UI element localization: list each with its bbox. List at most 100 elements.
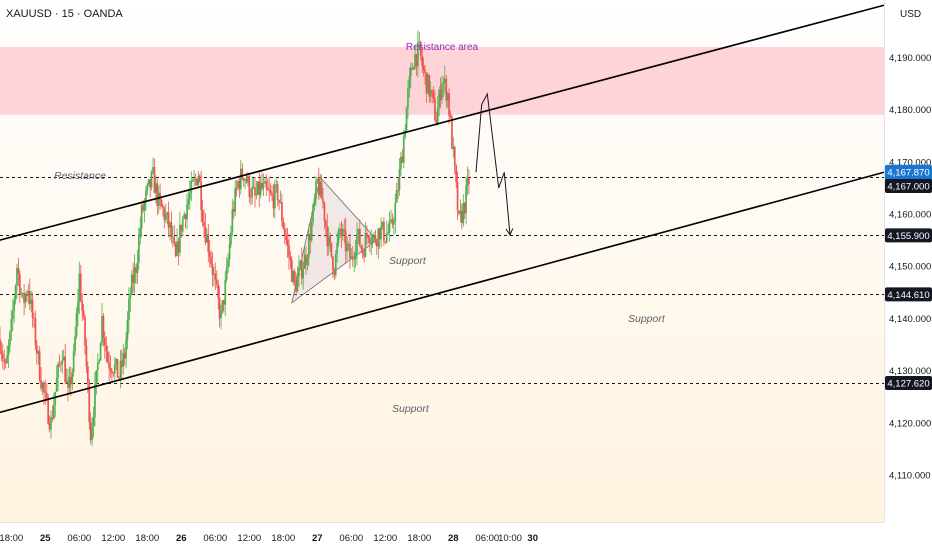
candle-217[interactable] bbox=[306, 253, 309, 271]
candle-145[interactable] bbox=[204, 213, 207, 246]
candle-54[interactable] bbox=[75, 307, 78, 340]
candle-293[interactable] bbox=[414, 45, 416, 70]
candle-139[interactable] bbox=[196, 178, 198, 187]
candle-264[interactable] bbox=[373, 231, 375, 242]
candle-122[interactable] bbox=[172, 226, 174, 248]
candle-153[interactable] bbox=[215, 270, 218, 288]
candle-272[interactable] bbox=[384, 241, 387, 244]
candle-216[interactable] bbox=[305, 246, 307, 275]
candle-298[interactable] bbox=[421, 48, 423, 73]
candle-96[interactable] bbox=[135, 263, 137, 284]
candle-156[interactable] bbox=[220, 304, 222, 330]
candle-254[interactable] bbox=[359, 219, 361, 248]
candle-179[interactable] bbox=[252, 177, 255, 189]
candle-55[interactable] bbox=[77, 288, 79, 327]
candle-270[interactable] bbox=[381, 221, 384, 230]
candle-64[interactable] bbox=[89, 412, 92, 445]
candle-154[interactable] bbox=[217, 279, 219, 310]
candle-51[interactable] bbox=[71, 368, 74, 390]
candle-49[interactable] bbox=[68, 366, 71, 394]
candle-160[interactable] bbox=[225, 257, 228, 283]
candle-202[interactable] bbox=[285, 228, 287, 246]
candle-318[interactable] bbox=[449, 110, 452, 119]
candle-36[interactable] bbox=[50, 410, 52, 439]
candle-234[interactable] bbox=[330, 242, 333, 259]
candle-288[interactable] bbox=[407, 80, 409, 119]
candle-10[interactable] bbox=[13, 296, 15, 323]
candle-168[interactable] bbox=[237, 178, 239, 191]
candle-241[interactable] bbox=[340, 221, 343, 248]
candle-205[interactable] bbox=[289, 251, 292, 269]
candle-91[interactable] bbox=[128, 287, 130, 334]
candle-237[interactable] bbox=[334, 250, 337, 279]
candle-25[interactable] bbox=[34, 310, 37, 350]
candle-56[interactable] bbox=[78, 261, 81, 315]
candle-185[interactable] bbox=[261, 172, 263, 191]
candle-23[interactable] bbox=[31, 292, 34, 328]
candle-159[interactable] bbox=[224, 271, 227, 317]
candle-59[interactable] bbox=[82, 304, 85, 320]
candle-52[interactable] bbox=[72, 343, 75, 377]
candle-41[interactable] bbox=[57, 361, 59, 391]
candle-176[interactable] bbox=[248, 173, 251, 203]
candle-231[interactable] bbox=[326, 213, 329, 256]
candle-45[interactable] bbox=[62, 349, 65, 361]
candle-285[interactable] bbox=[402, 130, 405, 168]
candle-210[interactable] bbox=[296, 266, 299, 292]
candle-212[interactable] bbox=[299, 259, 302, 271]
candle-33[interactable] bbox=[45, 382, 48, 402]
candle-189[interactable] bbox=[266, 178, 269, 191]
candle-131[interactable] bbox=[184, 213, 187, 228]
candle-47[interactable] bbox=[65, 368, 68, 383]
candle-177[interactable] bbox=[249, 188, 252, 206]
candle-183[interactable] bbox=[258, 169, 261, 208]
candle-1[interactable] bbox=[0, 341, 3, 362]
candle-172[interactable] bbox=[242, 177, 245, 187]
candle-188[interactable] bbox=[265, 174, 268, 196]
candle-248[interactable] bbox=[350, 248, 353, 259]
candle-315[interactable] bbox=[445, 75, 448, 108]
candle-165[interactable] bbox=[232, 200, 235, 220]
candle-170[interactable] bbox=[240, 159, 242, 195]
candle-256[interactable] bbox=[361, 244, 364, 259]
candle-193[interactable] bbox=[272, 183, 275, 218]
candle-275[interactable] bbox=[388, 212, 391, 242]
candle-213[interactable] bbox=[300, 247, 303, 285]
candle-253[interactable] bbox=[357, 228, 360, 244]
candle-211[interactable] bbox=[298, 255, 300, 287]
candle-192[interactable] bbox=[271, 185, 273, 202]
candle-286[interactable] bbox=[404, 124, 406, 140]
candle-249[interactable] bbox=[351, 246, 354, 267]
candle-266[interactable] bbox=[376, 239, 378, 255]
candle-134[interactable] bbox=[189, 180, 191, 210]
candle-157[interactable] bbox=[221, 299, 224, 315]
candle-124[interactable] bbox=[174, 241, 177, 258]
candle-30[interactable] bbox=[41, 381, 44, 395]
candle-262[interactable] bbox=[370, 229, 372, 255]
candle-250[interactable] bbox=[353, 251, 355, 272]
candle-325[interactable] bbox=[459, 199, 462, 223]
candle-251[interactable] bbox=[354, 240, 357, 268]
candle-126[interactable] bbox=[177, 237, 180, 266]
candle-79[interactable] bbox=[111, 368, 113, 382]
candle-11[interactable] bbox=[14, 283, 17, 305]
candle-89[interactable] bbox=[125, 331, 127, 369]
candle-314[interactable] bbox=[444, 65, 446, 94]
candle-90[interactable] bbox=[126, 311, 129, 350]
candle-242[interactable] bbox=[342, 223, 344, 241]
candle-259[interactable] bbox=[366, 225, 368, 245]
candle-88[interactable] bbox=[123, 347, 126, 366]
candle-46[interactable] bbox=[64, 344, 66, 385]
candle-12[interactable] bbox=[16, 263, 18, 299]
candle-204[interactable] bbox=[288, 233, 290, 270]
candle-74[interactable] bbox=[104, 331, 106, 359]
candle-260[interactable] bbox=[367, 234, 370, 244]
candle-197[interactable] bbox=[278, 199, 280, 211]
candle-232[interactable] bbox=[327, 227, 330, 256]
candle-71[interactable] bbox=[99, 342, 102, 361]
candle-108[interactable] bbox=[152, 157, 154, 175]
candle-158[interactable] bbox=[223, 299, 225, 313]
candle-321[interactable] bbox=[453, 145, 456, 174]
candle-63[interactable] bbox=[88, 378, 91, 430]
candle-289[interactable] bbox=[408, 67, 411, 98]
